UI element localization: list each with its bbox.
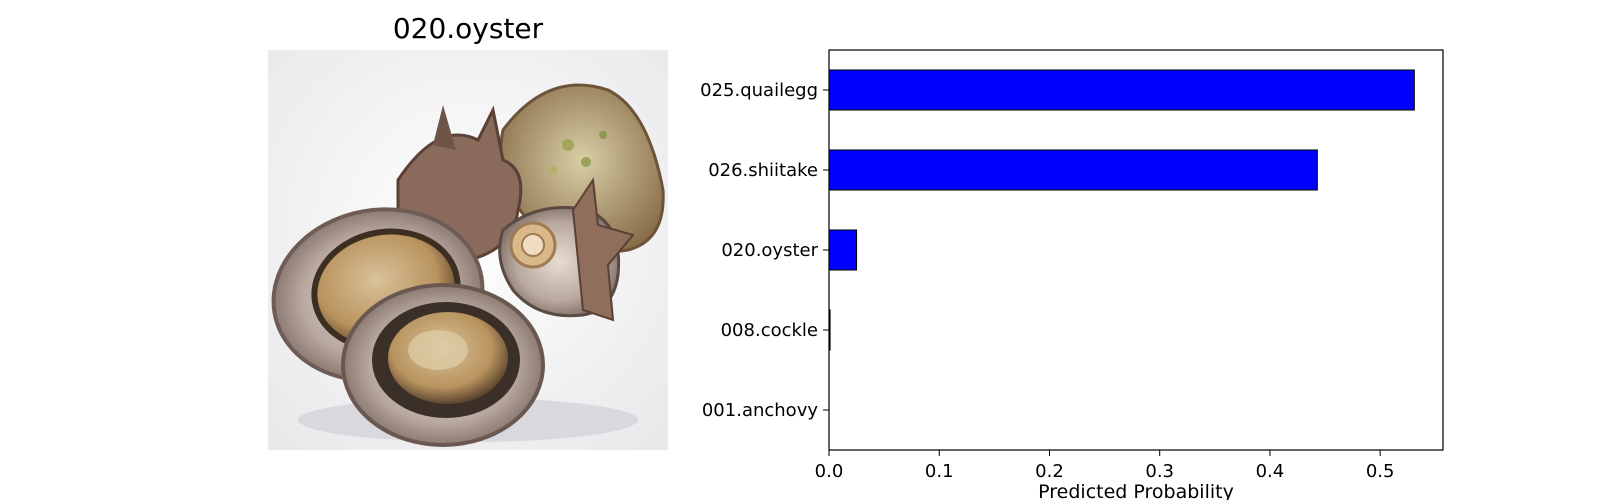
x-tick-label: 0.1 [925,461,954,482]
image-title: 020.oyster [392,12,544,45]
bar-026.shiitake [828,149,1318,191]
bars-layer [828,69,1415,351]
x-tick-label: 0.0 [815,461,844,482]
bar-025.quailegg [828,69,1415,111]
x-axis-label: Predicted Probability [1038,481,1234,500]
abalone-shells-photo-icon [268,50,668,450]
food-photo [268,50,668,450]
x-tick-label: 0.3 [1145,461,1174,482]
y-tick-label: 001.anchovy [702,400,818,421]
x-tick-label: 0.2 [1035,461,1064,482]
x-axis: 0.0 0.1 0.2 0.3 0.4 0.5 [815,450,1395,482]
y-tick-label: 020.oyster [721,240,818,261]
y-tick-label: 008.cockle [721,320,818,341]
bar-020.oyster [828,229,858,271]
y-axis: 025.quailegg 026.shiitake 020.oyster 008.co… [700,80,829,421]
y-tick-label: 025.quailegg [700,80,818,101]
y-tick-label: 026.shiitake [708,160,818,181]
x-tick-label: 0.4 [1256,461,1285,482]
x-tick-label: 0.5 [1366,461,1395,482]
